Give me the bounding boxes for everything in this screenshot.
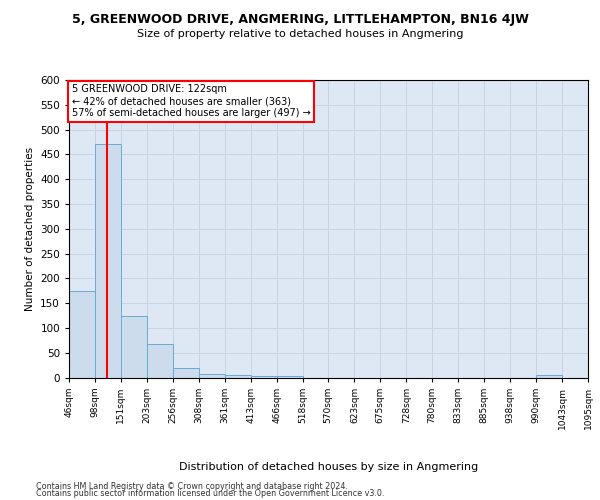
Bar [277, 376, 302, 378]
Bar [95, 144, 121, 378]
Bar [199, 374, 225, 378]
Bar [146, 344, 173, 378]
Bar [251, 376, 277, 378]
Y-axis label: Number of detached properties: Number of detached properties [25, 146, 35, 311]
Text: Contains public sector information licensed under the Open Government Licence v3: Contains public sector information licen… [36, 488, 385, 498]
Bar [173, 368, 199, 378]
Bar [121, 316, 146, 378]
Bar [69, 290, 95, 378]
Text: Size of property relative to detached houses in Angmering: Size of property relative to detached ho… [137, 29, 463, 39]
Text: Distribution of detached houses by size in Angmering: Distribution of detached houses by size … [179, 462, 478, 472]
Bar [536, 375, 562, 378]
Text: 5, GREENWOOD DRIVE, ANGMERING, LITTLEHAMPTON, BN16 4JW: 5, GREENWOOD DRIVE, ANGMERING, LITTLEHAM… [71, 12, 529, 26]
Text: 5 GREENWOOD DRIVE: 122sqm
← 42% of detached houses are smaller (363)
57% of semi: 5 GREENWOOD DRIVE: 122sqm ← 42% of detac… [71, 84, 310, 117]
Text: Contains HM Land Registry data © Crown copyright and database right 2024.: Contains HM Land Registry data © Crown c… [36, 482, 348, 491]
Bar [225, 374, 251, 378]
